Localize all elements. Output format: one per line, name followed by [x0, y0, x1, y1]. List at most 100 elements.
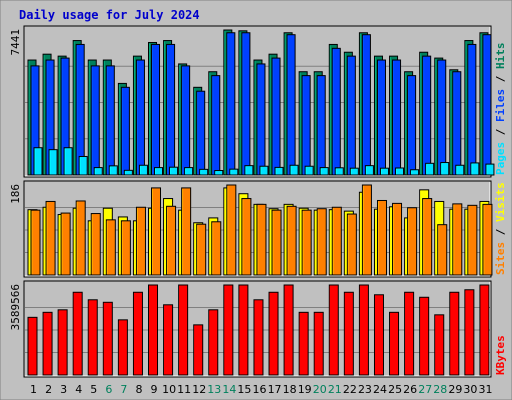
day-label-12: 12 — [192, 383, 206, 396]
bar-pages-day-4 — [78, 155, 88, 176]
bar-pages-day-12 — [199, 168, 209, 176]
bar-sites-day-29 — [452, 203, 463, 276]
bar-sites-day-30 — [467, 204, 478, 276]
day-label-25: 25 — [388, 383, 402, 396]
day-label-7: 7 — [120, 383, 127, 396]
bar-kbytes-day-27 — [419, 296, 430, 376]
bar-pages-day-14 — [229, 168, 239, 176]
bar-pages-day-29 — [455, 164, 465, 176]
day-label-10: 10 — [162, 383, 176, 396]
bar-sites-day-17 — [271, 209, 282, 276]
bar-sites-day-16 — [256, 203, 267, 276]
day-label-20: 20 — [313, 383, 327, 396]
bar-sites-day-6 — [105, 219, 116, 276]
bar-kbytes-day-16 — [253, 299, 264, 376]
day-label-27: 27 — [418, 383, 432, 396]
day-label-6: 6 — [105, 383, 112, 396]
bar-pages-day-28 — [440, 162, 450, 176]
day-label-19: 19 — [298, 383, 312, 396]
legend-part: Pages — [494, 142, 507, 175]
legend-part: / — [494, 222, 507, 242]
day-label-5: 5 — [90, 383, 97, 396]
panel-2: 186 Sites / Visits — [9, 180, 507, 278]
bar-sites-day-9 — [151, 187, 162, 276]
bar-sites-day-11 — [181, 187, 192, 276]
bar-pages-day-6 — [108, 165, 118, 176]
bar-sites-day-5 — [90, 213, 101, 276]
day-label-4: 4 — [75, 383, 82, 396]
bar-kbytes-day-23 — [358, 284, 369, 376]
bar-kbytes-day-12 — [193, 324, 204, 376]
bar-pages-day-15 — [244, 165, 254, 176]
day-label-21: 21 — [328, 383, 342, 396]
bar-kbytes-day-4 — [72, 291, 83, 376]
bar-kbytes-day-24 — [373, 294, 384, 376]
bar-sites-day-21 — [331, 206, 342, 276]
bar-pages-day-26 — [410, 169, 420, 176]
day-label-14: 14 — [222, 383, 236, 396]
bar-pages-day-5 — [93, 167, 103, 176]
bar-kbytes-day-21 — [328, 284, 339, 376]
day-label-26: 26 — [403, 383, 417, 396]
bar-pages-day-1 — [33, 147, 43, 176]
bar-kbytes-day-8 — [132, 291, 143, 376]
day-label-11: 11 — [177, 383, 191, 396]
day-label-9: 9 — [151, 383, 158, 396]
bar-kbytes-day-19 — [298, 311, 309, 376]
day-label-16: 16 — [253, 383, 267, 396]
bar-sites-day-27 — [422, 198, 433, 276]
bar-sites-day-13 — [211, 221, 222, 276]
bar-pages-day-9 — [154, 167, 164, 176]
bar-sites-day-31 — [482, 203, 493, 276]
bar-kbytes-day-20 — [313, 311, 324, 376]
bar-pages-day-2 — [48, 149, 58, 176]
bar-pages-day-21 — [334, 167, 344, 176]
bar-sites-day-25 — [392, 202, 403, 276]
bar-kbytes-day-7 — [117, 319, 128, 376]
panel-max-label: 186 — [9, 184, 22, 204]
bar-pages-day-20 — [319, 167, 329, 176]
legend-part: Hits — [494, 43, 507, 70]
bar-kbytes-day-25 — [389, 311, 400, 376]
bar-sites-day-3 — [60, 212, 71, 276]
bar-pages-day-31 — [485, 163, 495, 176]
panel-1: 7441 Pages / Files / Hits — [9, 25, 507, 178]
legend-part: / — [494, 122, 507, 142]
day-label-2: 2 — [45, 383, 52, 396]
bar-sites-day-7 — [120, 220, 131, 276]
chart-title: Daily usage for July 2024 — [19, 8, 200, 22]
bar-pages-day-24 — [379, 167, 389, 176]
bar-kbytes-day-2 — [42, 311, 53, 376]
bar-pages-day-27 — [425, 162, 435, 176]
panel-legend: Sites / Visits — [494, 182, 507, 275]
bar-pages-day-30 — [470, 162, 480, 176]
bar-sites-day-15 — [241, 198, 252, 276]
day-label-29: 29 — [448, 383, 462, 396]
bar-pages-day-17 — [274, 166, 284, 176]
bar-sites-day-22 — [346, 213, 357, 276]
bar-sites-day-23 — [361, 184, 372, 276]
bar-kbytes-day-13 — [208, 309, 219, 376]
bar-kbytes-day-31 — [479, 284, 490, 376]
bar-sites-day-19 — [301, 209, 312, 276]
bar-kbytes-day-5 — [87, 299, 98, 376]
day-label-13: 13 — [207, 383, 221, 396]
day-label-30: 30 — [463, 383, 477, 396]
bar-pages-day-18 — [289, 164, 299, 176]
bar-kbytes-day-29 — [449, 291, 460, 376]
bar-kbytes-day-22 — [343, 291, 354, 376]
day-label-24: 24 — [373, 383, 387, 396]
bar-kbytes-day-10 — [163, 304, 174, 376]
bar-pages-day-8 — [138, 164, 148, 176]
bar-pages-day-19 — [304, 165, 314, 176]
bar-sites-day-14 — [226, 184, 237, 276]
bar-kbytes-day-30 — [464, 289, 475, 376]
bar-kbytes-day-26 — [404, 291, 415, 376]
bar-kbytes-day-15 — [238, 284, 249, 376]
panel-max-label: 3589566 — [9, 284, 22, 330]
panels: 7441 Pages / Files / Hits 186 Sites / Visit… — [9, 25, 507, 378]
bar-pages-day-25 — [395, 167, 405, 176]
bar-pages-day-7 — [123, 169, 133, 176]
legend-part: Sites — [494, 242, 507, 275]
